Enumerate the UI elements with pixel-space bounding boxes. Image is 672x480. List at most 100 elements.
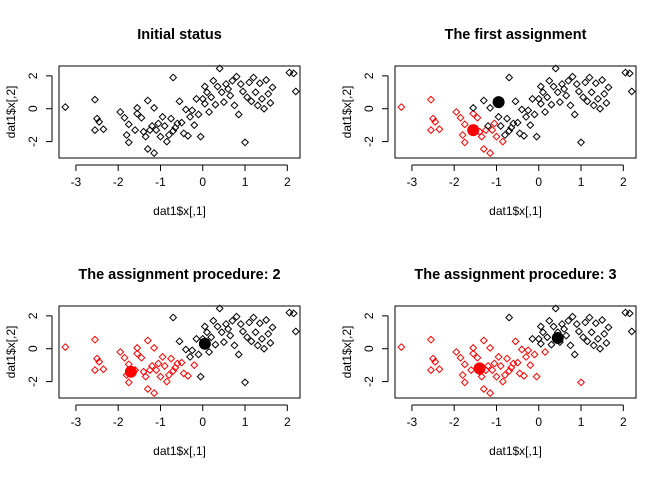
data-point	[219, 98, 228, 107]
data-point	[183, 371, 192, 380]
data-point	[61, 103, 70, 112]
data-point	[477, 132, 486, 141]
data-point	[243, 333, 252, 342]
data-point	[566, 101, 575, 110]
data-point	[494, 352, 503, 361]
data-point	[566, 341, 575, 350]
scatter-panel: The assignment procedure: 2 -3 -2 -1 0 1 2 dat1…	[4, 267, 301, 458]
x-tick-label: 2	[620, 415, 627, 429]
data-point	[585, 313, 594, 322]
data-point	[513, 358, 522, 367]
data-point	[486, 389, 495, 398]
data-point	[251, 328, 260, 337]
data-point	[515, 369, 524, 378]
data-point	[141, 372, 150, 381]
data-point	[627, 327, 636, 336]
data-point	[519, 371, 528, 380]
y-tick-label: 2	[26, 72, 40, 79]
data-point	[589, 101, 598, 110]
x-tick-label: 2	[620, 175, 627, 189]
data-point	[194, 110, 203, 119]
data-point	[124, 120, 133, 129]
x-tick-label: 2	[284, 415, 291, 429]
data-point	[570, 350, 579, 359]
data-point	[156, 372, 165, 381]
data-point	[564, 316, 573, 325]
x-tick-label: 1	[578, 175, 585, 189]
data-point	[141, 132, 150, 141]
data-point	[158, 352, 167, 361]
cluster-center	[198, 337, 211, 350]
data-point	[538, 328, 547, 337]
y-axis-label: dat1$x[,2]	[340, 86, 354, 139]
data-point	[224, 324, 233, 334]
plot-frame	[58, 65, 301, 159]
data-point	[173, 359, 182, 368]
data-point	[133, 343, 142, 352]
data-point	[505, 73, 514, 82]
data-point	[154, 359, 163, 368]
data-point	[241, 138, 250, 147]
data-point	[245, 318, 254, 327]
x-tick-label: -2	[113, 415, 124, 429]
x-axis-label: dat1$x[,1]	[489, 444, 542, 458]
data-point	[522, 112, 531, 121]
data-point	[137, 113, 146, 122]
data-point	[547, 100, 556, 109]
data-point	[460, 138, 469, 147]
x-tick-label: 0	[199, 175, 206, 189]
data-point	[598, 315, 607, 324]
data-point	[228, 76, 237, 85]
data-point	[215, 304, 224, 313]
data-point	[536, 99, 545, 108]
data-point	[99, 365, 108, 374]
data-point	[169, 313, 178, 322]
data-point	[209, 316, 218, 325]
data-point	[479, 96, 488, 105]
data-point	[205, 107, 214, 117]
data-point	[431, 117, 440, 126]
data-point	[249, 73, 258, 82]
data-point	[217, 88, 226, 97]
data-point	[589, 341, 598, 350]
data-point	[484, 121, 493, 130]
data-point	[234, 350, 243, 359]
data-point	[530, 350, 539, 359]
data-point	[598, 75, 607, 84]
cluster-center	[473, 362, 486, 375]
data-point	[152, 126, 161, 135]
data-point	[160, 361, 169, 370]
data-point	[232, 72, 241, 81]
y-tick-label: 0	[362, 105, 376, 112]
data-point	[486, 149, 495, 158]
data-point	[543, 93, 552, 102]
data-point	[435, 125, 444, 134]
data-point	[243, 93, 252, 102]
data-point	[268, 83, 277, 92]
data-point	[492, 372, 501, 381]
data-point	[469, 343, 478, 352]
data-point	[207, 333, 216, 342]
data-point	[160, 121, 169, 130]
cluster-center	[124, 365, 137, 378]
data-point	[291, 327, 300, 336]
data-point	[175, 97, 184, 106]
data-point	[524, 346, 533, 355]
plot-frame	[58, 305, 301, 399]
data-point	[604, 323, 613, 332]
data-point	[505, 366, 514, 375]
scatter-panel: The assignment procedure: 3 -3 -2 -1 0 1 2 dat1…	[340, 267, 637, 458]
data-point	[255, 319, 264, 328]
data-point	[158, 112, 167, 121]
data-point	[452, 347, 461, 357]
data-point	[602, 98, 611, 107]
data-point	[188, 106, 197, 115]
data-point	[262, 315, 271, 324]
data-point	[202, 328, 211, 337]
x-tick-label: 0	[535, 175, 542, 189]
data-point	[177, 118, 186, 127]
data-point	[496, 361, 505, 370]
data-point	[133, 103, 142, 112]
data-point	[528, 334, 537, 343]
data-point	[116, 347, 125, 357]
